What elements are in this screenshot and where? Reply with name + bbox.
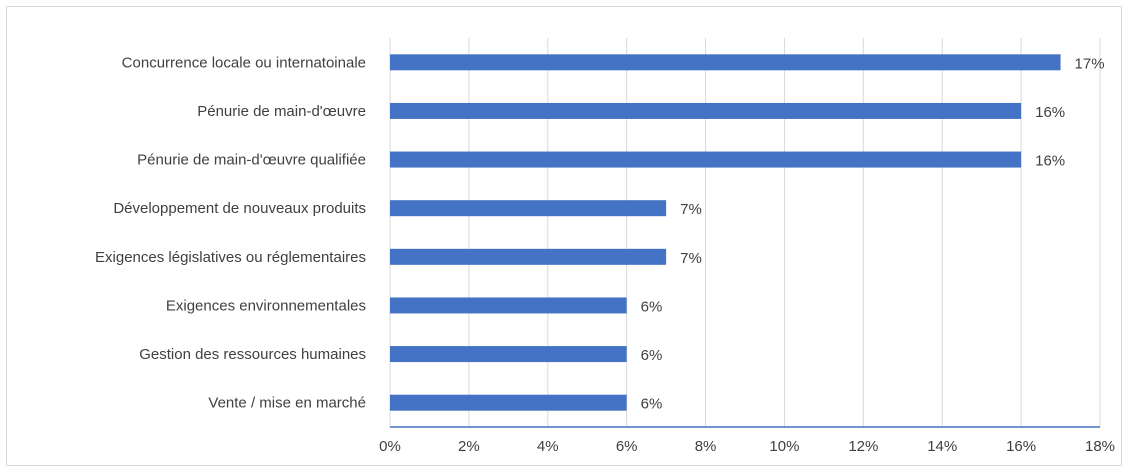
category-label: Exigences environnementales [166, 297, 366, 314]
chart-frame [6, 6, 1122, 466]
tick-label: 6% [616, 438, 638, 455]
bar [390, 297, 627, 314]
tick-label: 2% [458, 438, 480, 455]
bar [390, 248, 667, 265]
category-label: Gestion des ressources humaines [139, 346, 366, 363]
bar [390, 394, 627, 411]
category-label: Développement de nouveaux produits [113, 200, 366, 217]
bar [390, 102, 1022, 119]
bar [390, 54, 1061, 71]
data-label: 6% [641, 347, 663, 364]
data-label: 16% [1035, 104, 1065, 121]
data-label: 7% [680, 201, 702, 218]
data-label: 17% [1075, 55, 1105, 72]
tick-label: 18% [1085, 438, 1115, 455]
tick-label: 4% [537, 438, 559, 455]
bar [390, 346, 627, 363]
category-label: Vente / mise en marché [208, 395, 366, 412]
data-label: 6% [641, 298, 663, 315]
tick-label: 10% [769, 438, 799, 455]
data-label: 7% [680, 250, 702, 267]
data-label: 16% [1035, 153, 1065, 170]
data-label: 6% [641, 396, 663, 413]
bar [390, 151, 1022, 168]
tick-label: 16% [1006, 438, 1036, 455]
bar [390, 200, 667, 217]
category-label: Exigences législatives ou réglementaires [95, 249, 366, 266]
category-label: Pénurie de main-d'œuvre qualifiée [137, 152, 366, 169]
category-label: Concurrence locale ou internatoinale [122, 54, 366, 71]
category-label: Pénurie de main-d'œuvre [197, 103, 366, 120]
tick-label: 12% [848, 438, 878, 455]
tick-label: 8% [695, 438, 717, 455]
tick-label: 0% [379, 438, 401, 455]
tick-label: 14% [927, 438, 957, 455]
